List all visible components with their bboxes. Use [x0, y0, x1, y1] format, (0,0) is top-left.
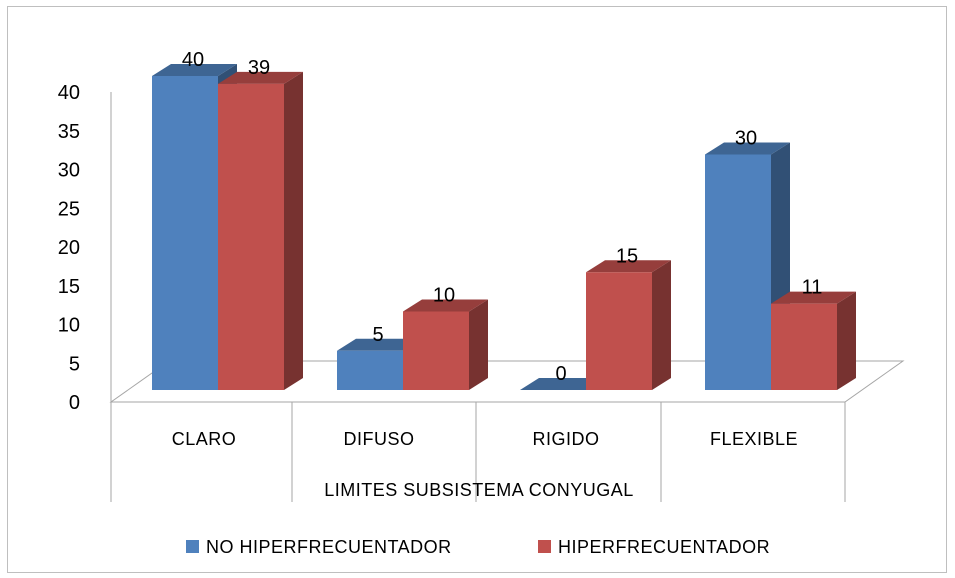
legend-swatch: [538, 540, 551, 553]
bar-top: [337, 338, 422, 351]
y-tick-label: 15: [58, 276, 80, 298]
bar-front: [152, 76, 218, 390]
legend-label: HIPERFRECUENTADOR: [558, 537, 770, 557]
data-label: 11: [802, 277, 823, 299]
y-tick-label: 5: [69, 353, 80, 375]
bar-front: [586, 272, 652, 390]
y-tick-label: 25: [58, 198, 80, 220]
category-label: RIGIDO: [532, 429, 599, 449]
data-label: 39: [248, 57, 270, 79]
category-label: CLARO: [172, 429, 237, 449]
bar-side: [469, 299, 488, 390]
data-label: 5: [372, 324, 383, 346]
bar-side: [652, 260, 671, 390]
data-label: 0: [555, 363, 566, 385]
bar-front: [337, 350, 403, 390]
y-tick-label: 35: [58, 121, 80, 143]
category-label: FLEXIBLE: [710, 429, 798, 449]
bar-top: [403, 299, 488, 312]
data-label: 15: [616, 245, 638, 267]
bar-top: [586, 260, 671, 273]
bar-top: [152, 64, 237, 76]
y-tick-label: 40: [58, 82, 80, 104]
bar-side: [837, 291, 856, 390]
bar-top: [705, 142, 790, 155]
category-label: DIFUSO: [343, 429, 414, 449]
bar-front: [403, 311, 469, 390]
y-tick-label: 30: [58, 160, 80, 182]
legend-swatch: [186, 540, 199, 553]
bar-front: [771, 303, 837, 390]
data-label: 40: [182, 49, 204, 71]
bar-top: [218, 71, 303, 84]
y-tick-label: 0: [69, 392, 80, 414]
bar-front: [218, 83, 284, 390]
y-tick-label: 10: [58, 315, 80, 337]
bar-top: [771, 291, 856, 304]
legend-label: NO HIPERFRECUENTADOR: [206, 537, 452, 557]
y-tick-label: 20: [58, 237, 80, 259]
bar-top: [520, 378, 605, 390]
x-axis-title: LIMITES SUBSISTEMA CONYUGAL: [324, 480, 634, 500]
bar-side: [284, 71, 303, 390]
bar-front: [705, 154, 771, 390]
floor-plane: [109, 360, 905, 403]
data-label: 30: [735, 128, 757, 150]
data-label: 10: [433, 285, 455, 307]
